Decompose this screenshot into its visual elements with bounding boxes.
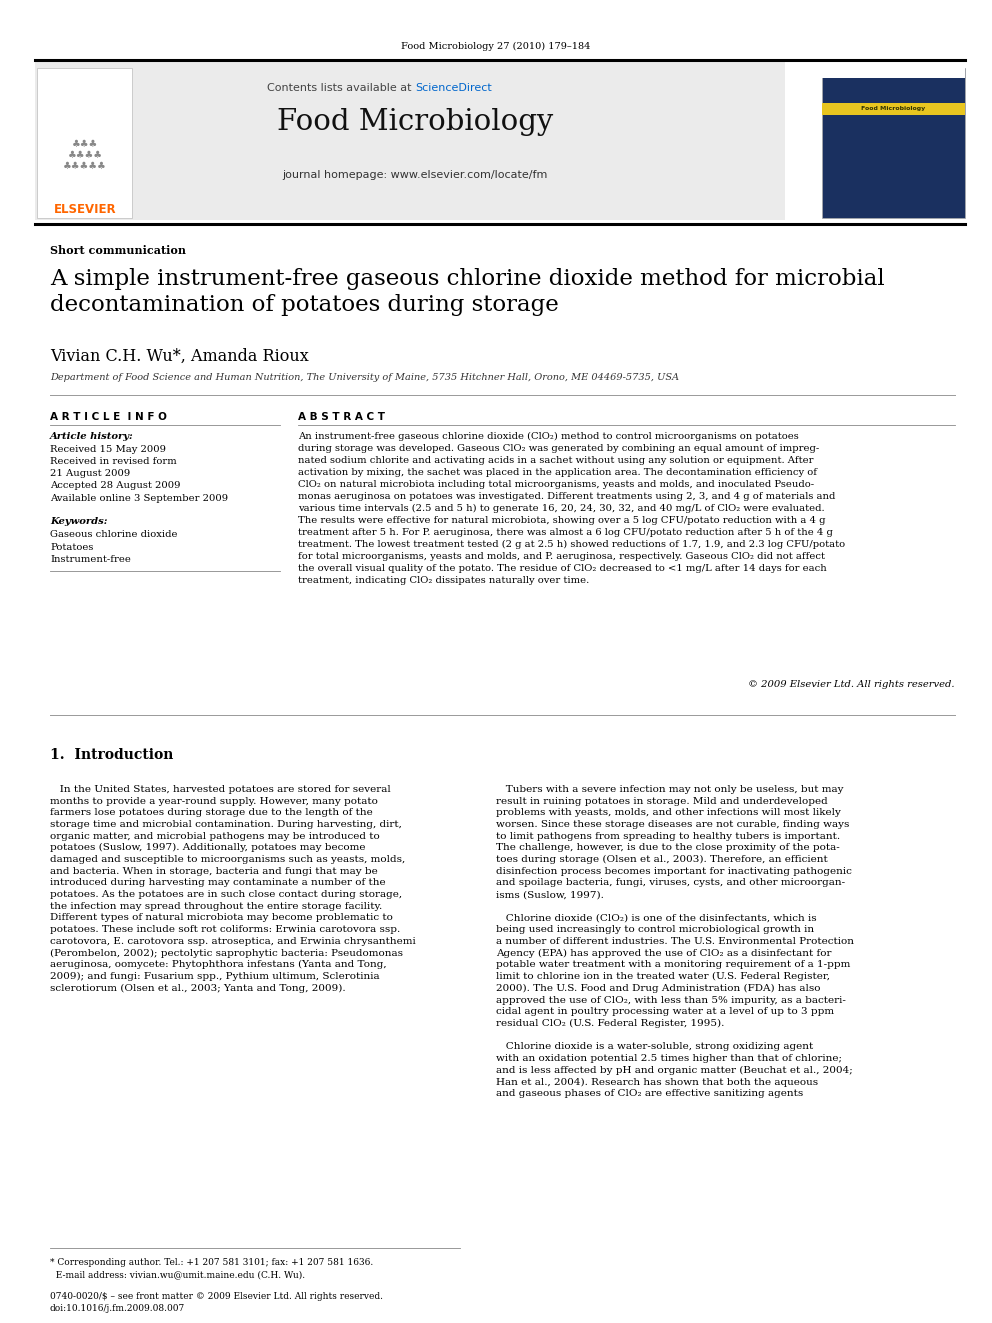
Text: Food Microbiology 27 (2010) 179–184: Food Microbiology 27 (2010) 179–184 [402,42,590,52]
Bar [35,60,785,220]
Text: Food Microbiology: Food Microbiology [861,106,926,111]
Text: Gaseous chlorine dioxide
Potatoes
Instrument-free: Gaseous chlorine dioxide Potatoes Instru… [50,531,178,564]
Text: ELSEVIER: ELSEVIER [54,202,116,216]
Bar [822,67,965,218]
Text: Short communication: Short communication [50,245,186,255]
Text: A B S T R A C T: A B S T R A C T [298,411,385,422]
Text: Contents lists available at: Contents lists available at [267,83,415,93]
Text: © 2009 Elsevier Ltd. All rights reserved.: © 2009 Elsevier Ltd. All rights reserved… [749,680,955,689]
Text: Article history:: Article history: [50,433,134,441]
Bar [822,67,965,78]
Text: ScienceDirect: ScienceDirect [415,83,492,93]
Text: ♣♣♣
♣♣♣♣
♣♣♣♣♣: ♣♣♣ ♣♣♣♣ ♣♣♣♣♣ [63,139,107,171]
Text: Food Microbiology: Food Microbiology [277,108,554,136]
Text: An instrument-free gaseous chlorine dioxide (ClO₂) method to control microorgani: An instrument-free gaseous chlorine diox… [298,433,845,585]
Text: journal homepage: www.elsevier.com/locate/fm: journal homepage: www.elsevier.com/locat… [283,169,548,180]
Text: Vivian C.H. Wu*, Amanda Rioux: Vivian C.H. Wu*, Amanda Rioux [50,348,309,365]
Text: A simple instrument-free gaseous chlorine dioxide method for microbial
decontami: A simple instrument-free gaseous chlorin… [50,269,885,316]
Text: A R T I C L E  I N F O: A R T I C L E I N F O [50,411,167,422]
Text: 0740-0020/$ – see front matter © 2009 Elsevier Ltd. All rights reserved.
doi:10.: 0740-0020/$ – see front matter © 2009 El… [50,1293,383,1312]
Text: Received 15 May 2009
Received in revised form
21 August 2009
Accepted 28 August : Received 15 May 2009 Received in revised… [50,445,228,503]
Text: Tubers with a severe infection may not only be useless, but may
result in ruinin: Tubers with a severe infection may not o… [496,785,854,1098]
Bar [822,103,965,115]
Text: Keywords:: Keywords: [50,517,107,527]
Text: In the United States, harvested potatoes are stored for several
months to provid: In the United States, harvested potatoes… [50,785,416,994]
Text: 1.  Introduction: 1. Introduction [50,747,174,762]
Bar [37,67,132,218]
Text: Department of Food Science and Human Nutrition, The University of Maine, 5735 Hi: Department of Food Science and Human Nut… [50,373,679,382]
Text: * Corresponding author. Tel.: +1 207 581 3101; fax: +1 207 581 1636.
  E-mail ad: * Corresponding author. Tel.: +1 207 581… [50,1258,373,1279]
